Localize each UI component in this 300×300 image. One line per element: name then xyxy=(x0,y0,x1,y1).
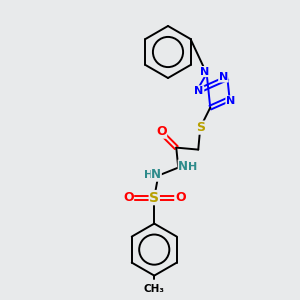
Text: H: H xyxy=(188,162,197,172)
Text: N: N xyxy=(194,86,204,96)
Text: O: O xyxy=(156,125,166,138)
Text: O: O xyxy=(123,191,134,204)
Text: S: S xyxy=(149,190,159,205)
Text: N: N xyxy=(178,160,188,173)
Text: N: N xyxy=(226,96,235,106)
Text: N: N xyxy=(219,72,228,82)
Text: H: H xyxy=(144,169,153,180)
Text: N: N xyxy=(200,67,209,76)
Text: N: N xyxy=(151,168,161,181)
Text: CH₃: CH₃ xyxy=(144,284,165,294)
Text: S: S xyxy=(196,121,205,134)
Text: O: O xyxy=(175,191,186,204)
